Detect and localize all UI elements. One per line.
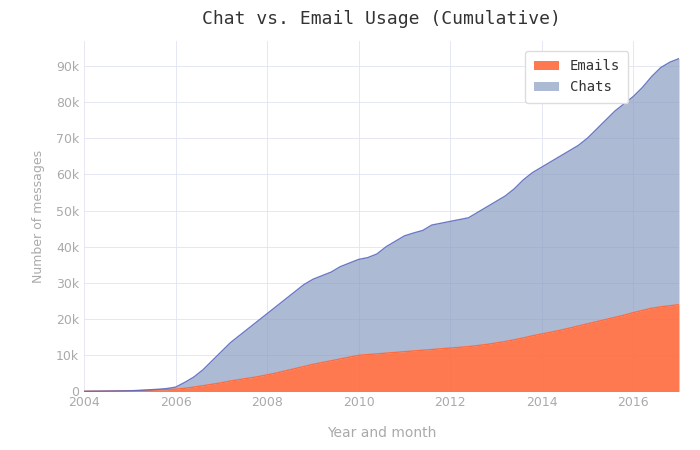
Title: Chat vs. Email Usage (Cumulative): Chat vs. Email Usage (Cumulative) — [202, 10, 561, 28]
Y-axis label: Number of messages: Number of messages — [32, 149, 45, 283]
X-axis label: Year and month: Year and month — [327, 426, 436, 440]
Legend: Emails, Chats: Emails, Chats — [525, 51, 629, 103]
